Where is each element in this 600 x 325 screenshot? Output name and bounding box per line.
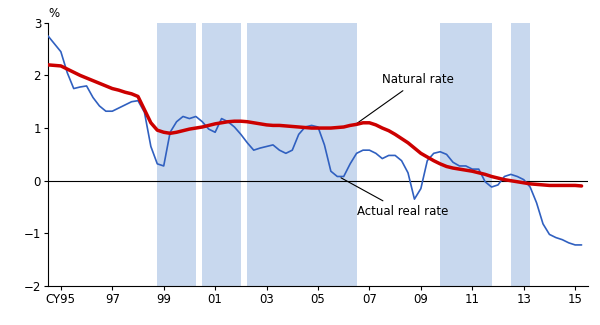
- Text: %: %: [48, 7, 59, 20]
- Bar: [440, 23, 491, 286]
- Text: Actual real rate: Actual real rate: [341, 178, 448, 218]
- Bar: [202, 23, 241, 286]
- Bar: [247, 23, 356, 286]
- Text: Natural rate: Natural rate: [356, 73, 454, 124]
- Bar: [157, 23, 196, 286]
- Bar: [511, 23, 530, 286]
